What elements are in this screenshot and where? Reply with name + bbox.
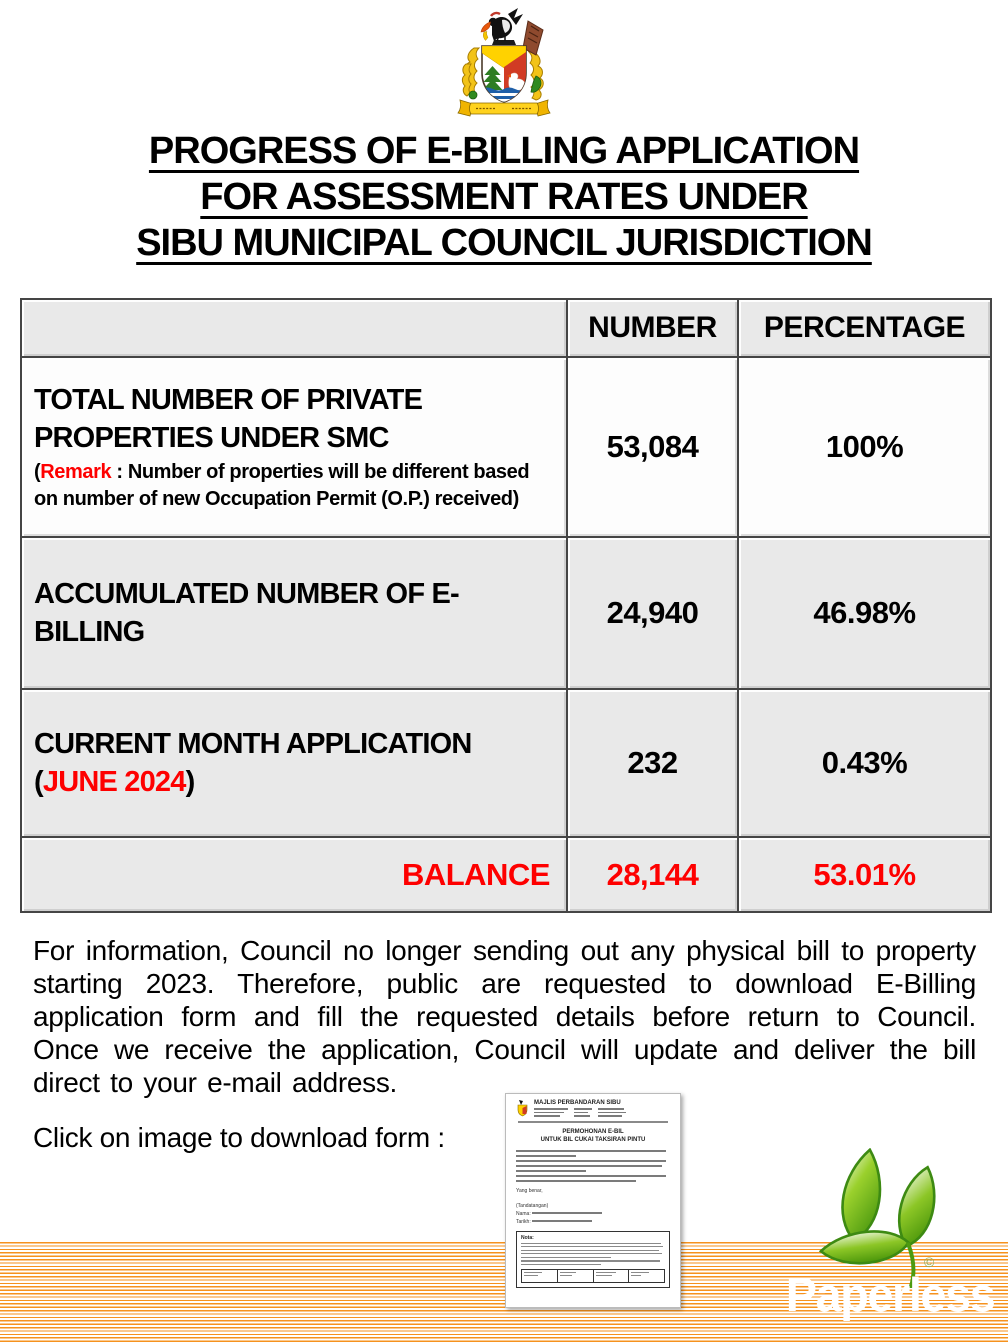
download-instruction: Click on image to download form : (33, 1122, 445, 1153)
row-label-cell: ACCUMULATED NUMBER OF E-BILLING (20, 536, 568, 690)
row-label: ACCUMULATED NUMBER OF E-BILLING (34, 578, 460, 648)
row-number-cell: 53,084 (566, 356, 739, 538)
balance-percentage: 53.01% (813, 856, 916, 892)
form-title: PERMOHONAN E-BIL UNTUK BIL CUKAI TAKSIRA… (540, 1129, 646, 1143)
row-number-cell: 232 (566, 688, 739, 838)
sibu-council-crest-icon (457, 8, 551, 117)
header-cell-empty (20, 298, 568, 358)
value-number: 232 (627, 745, 678, 780)
value-number: 53,084 (606, 429, 699, 464)
table-row-current-month: CURRENT MONTH APPLICATION (JUNE 2024) 23… (20, 688, 992, 838)
paperless-wordmark: Paperless (785, 1268, 996, 1321)
title-line-2: FOR ASSESSMENT RATES UNDER (200, 176, 808, 218)
form-signature-block: (Tandatangan) Nama: Tarikh: (516, 1202, 670, 1226)
balance-number: 28,144 (606, 856, 699, 892)
paperless-logo: © Paperless (772, 1148, 1008, 1328)
row-percentage-cell: 0.43% (737, 688, 992, 838)
row-remark: (Remark : Number of properties will be d… (34, 461, 530, 510)
form-divider (518, 1121, 668, 1123)
form-org-name: MAJLIS PERBANDARAN SIBU (534, 1100, 621, 1106)
row-label-cell: CURRENT MONTH APPLICATION (JUNE 2024) (20, 688, 568, 838)
title-line-1: PROGRESS OF E-BILLING APPLICATION (148, 130, 860, 172)
value-number: 24,940 (606, 595, 699, 630)
form-note-box: Nota: (516, 1230, 670, 1289)
copyright-symbol: © (924, 1254, 935, 1270)
form-letterhead: MAJLIS PERBANDARAN SIBU (516, 1100, 670, 1117)
form-mini-table (521, 1269, 665, 1284)
value-percentage: 46.98% (813, 595, 916, 630)
month-label: JUNE 2024 (42, 766, 187, 798)
info-paragraph: For information, Council no longer sendi… (33, 935, 976, 1098)
form-body-lines (516, 1150, 670, 1182)
value-percentage: 0.43% (821, 745, 908, 780)
remark-word: Remark (40, 461, 112, 483)
table-row-accumulated-ebilling: ACCUMULATED NUMBER OF E-BILLING 24,940 4… (20, 536, 992, 690)
balance-label: BALANCE (401, 856, 551, 892)
table-header-row: NUMBER PERCENTAGE (20, 298, 992, 358)
form-contact-lines (534, 1108, 670, 1117)
progress-table: NUMBER PERCENTAGE TOTAL NUMBER OF PRIVAT… (20, 298, 992, 913)
row-percentage-cell: 46.98% (737, 536, 992, 690)
header-cell-percentage: PERCENTAGE (737, 298, 992, 358)
table-row-total-properties: TOTAL NUMBER OF PRIVATE PROPERTIES UNDER… (20, 356, 992, 538)
row-number-cell: 24,940 (566, 536, 739, 690)
row-label: CURRENT MONTH APPLICATION (JUNE 2024) (34, 728, 472, 798)
balance-label-cell: BALANCE (20, 836, 568, 913)
ebill-form-thumbnail[interactable]: MAJLIS PERBANDARAN SIBU PERMOHONAN E-BIL… (505, 1093, 681, 1308)
crest-container (0, 6, 1008, 123)
balance-number-cell: 28,144 (566, 836, 739, 913)
header-cell-number: NUMBER (566, 298, 739, 358)
table-row-balance: BALANCE 28,144 53.01% (20, 836, 992, 913)
row-label: TOTAL NUMBER OF PRIVATE PROPERTIES UNDER… (34, 384, 423, 454)
title-line-3: SIBU MUNICIPAL COUNCIL JURISDICTION (136, 222, 873, 264)
form-closing: Yang benar, (516, 1187, 543, 1194)
value-percentage: 100% (825, 429, 904, 464)
row-label-cell: TOTAL NUMBER OF PRIVATE PROPERTIES UNDER… (20, 356, 568, 538)
row-percentage-cell: 100% (737, 356, 992, 538)
form-crest-icon (517, 1100, 528, 1117)
progress-table-container: NUMBER PERCENTAGE TOTAL NUMBER OF PRIVAT… (20, 298, 992, 913)
balance-percentage-cell: 53.01% (737, 836, 992, 913)
page-title: PROGRESS OF E-BILLING APPLICATION FOR AS… (0, 128, 1008, 266)
paperless-leaves-icon (818, 1148, 936, 1288)
